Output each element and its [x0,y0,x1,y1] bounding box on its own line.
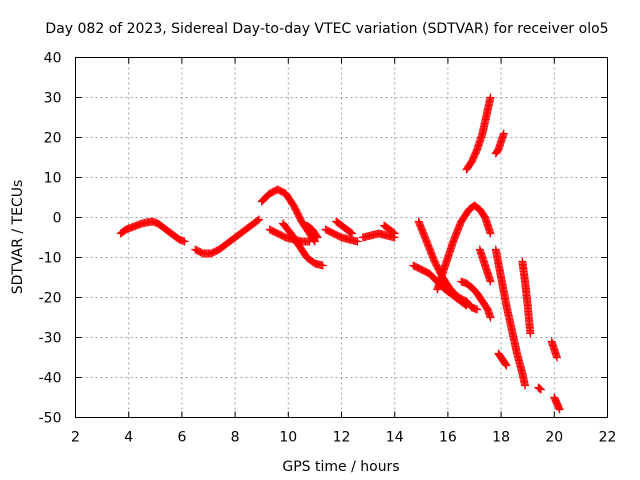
y-tick-label: 30 [44,91,62,107]
y-tick-label: 0 [53,211,62,227]
series-arc-18 [491,245,530,390]
y-tick-label: 40 [44,51,62,67]
data-point [501,360,510,369]
series-arc-16 [475,245,495,286]
data-point [537,385,545,394]
axis-ticks [75,57,608,418]
y-tick-labels: -50 -40 -30 -20 -10 0 10 20 30 40 [39,51,62,427]
series-arc-19 [494,349,511,370]
series-arc-13 [433,201,495,294]
series-arc-9 [358,229,399,242]
series-arc-8 [321,225,362,246]
series-arc-20 [518,257,535,338]
data-point [486,93,495,102]
data-point [502,361,511,370]
data-point [526,329,535,338]
data-point [501,359,510,368]
data-point [253,216,262,225]
data-point [255,215,264,224]
data-point [552,353,561,362]
x-tick-label: 4 [124,430,133,446]
series-arc-2 [191,215,264,258]
series-arc-22 [547,337,561,362]
y-tick-label: 20 [44,131,62,147]
data-point [521,381,530,390]
series-arc-5 [278,219,327,270]
series-arc-15 [462,93,495,174]
y-tick-label: -50 [39,411,62,427]
data-point [353,237,362,246]
y-tick-label: -20 [39,291,62,307]
series-arc-14 [457,277,495,322]
x-tick-labels: 2 4 6 8 10 12 14 16 18 20 22 [71,430,616,446]
data-point [462,301,471,310]
data-point [305,237,314,246]
data-point [486,229,495,238]
data-point [312,232,321,241]
data-point [535,384,544,393]
x-tick-label: 20 [545,430,563,446]
x-tick-label: 6 [177,430,186,446]
x-tick-label: 2 [71,430,80,446]
series-arc-7 [332,217,357,238]
x-tick-label: 12 [333,430,351,446]
x-tick-label: 10 [279,430,297,446]
series-arc-23 [550,393,564,414]
data-point [486,313,495,322]
x-tick-label: 8 [231,430,240,446]
data-point [389,228,398,237]
data-point [180,237,189,246]
y-tick-label: -40 [39,371,62,387]
data-point [390,229,399,238]
y-tick-label: 10 [44,171,62,187]
series-arc-1 [116,217,189,246]
data-point [555,405,564,414]
x-tick-label: 16 [439,430,457,446]
y-tick-label: -30 [39,331,62,347]
x-tick-label: 22 [599,430,617,446]
data-point [499,129,508,138]
data-point [536,384,545,393]
data-point [493,147,502,156]
data-points [116,93,564,414]
data-point [486,277,495,286]
data-point [318,261,327,270]
y-axis-label: SDTVAR / TECUs [10,180,26,295]
series-arc-17 [491,129,508,158]
chart-title: Day 082 of 2023, Sidereal Day-to-day VTE… [45,21,608,37]
data-point [313,233,322,242]
x-tick-label: 18 [492,430,510,446]
data-point [347,228,356,237]
y-tick-label: -10 [39,251,62,267]
data-point [473,305,482,314]
series-arc-21 [534,383,545,394]
x-axis-label: GPS time / hours [282,459,399,475]
series-arc-10 [380,221,399,238]
x-tick-label: 14 [386,430,404,446]
series-arc-6 [302,221,322,242]
data-point [461,300,470,309]
